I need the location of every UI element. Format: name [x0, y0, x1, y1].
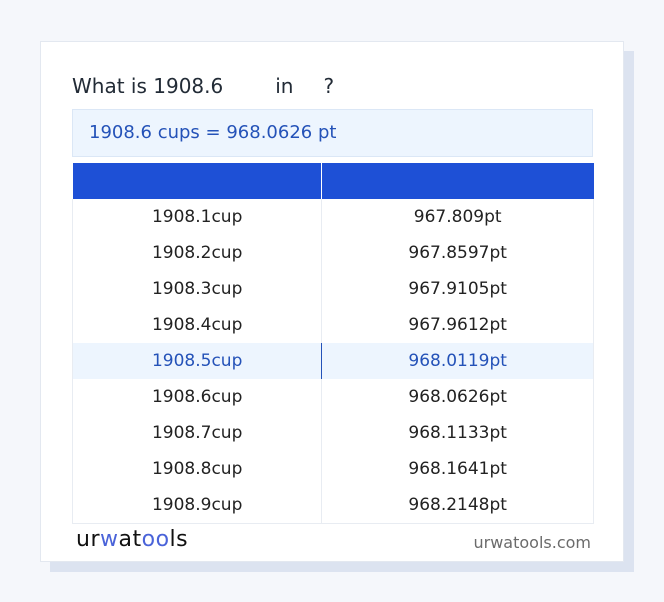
cell-pints: 968.0119pt — [321, 343, 594, 379]
table-row: 1908.3cup 967.9105pt — [71, 271, 594, 307]
table-row: 1908.2cup 967.8597pt — [71, 235, 594, 271]
cell-pints: 967.9105pt — [321, 271, 594, 307]
conversion-result: 1908.6 cups = 968.0626 pt — [72, 109, 593, 157]
table-row: 1908.1cup 967.809pt — [71, 199, 594, 235]
header-from — [72, 163, 323, 199]
table-row: 1908.9cup 968.2148pt — [71, 487, 594, 524]
cell-cups: 1908.8cup — [71, 451, 323, 487]
table-row: 1908.6cup 968.0626pt — [71, 379, 594, 415]
cell-pints: 967.809pt — [321, 199, 594, 235]
cell-pints: 967.8597pt — [321, 235, 594, 271]
cell-cups: 1908.6cup — [71, 379, 323, 415]
table-row: 1908.8cup 968.1641pt — [71, 451, 594, 487]
cell-pints: 968.1133pt — [321, 415, 594, 451]
cell-cups: 1908.4cup — [71, 307, 323, 343]
header-to — [321, 163, 594, 199]
table-header — [72, 163, 594, 199]
cell-cups: 1908.5cup — [71, 343, 323, 379]
table-row: 1908.7cup 968.1133pt — [71, 415, 594, 451]
page-title: What is 1908.6 in? — [72, 74, 334, 98]
table-row: 1908.5cup 968.0119pt — [71, 343, 594, 379]
cell-cups: 1908.1cup — [71, 199, 323, 235]
conversion-table: 1908.1cup 967.809pt 1908.2cup 967.8597pt 190… — [71, 163, 594, 524]
title-prefix: What is 1908.6 — [72, 74, 224, 98]
cell-pints: 968.0626pt — [321, 379, 594, 415]
cell-cups: 1908.7cup — [71, 415, 323, 451]
cell-cups: 1908.9cup — [71, 487, 323, 524]
title-in: in — [275, 74, 294, 98]
conversion-card: What is 1908.6 in? 1908.6 cups = 968.0626… — [40, 41, 624, 562]
urwatools-logo: urwatools — [76, 527, 189, 552]
site-url: urwatools.com — [473, 533, 592, 552]
table-row: 1908.4cup 967.9612pt — [71, 307, 594, 343]
cell-pints: 967.9612pt — [321, 307, 594, 343]
cell-pints: 968.1641pt — [321, 451, 594, 487]
cell-cups: 1908.2cup — [71, 235, 323, 271]
cell-pints: 968.2148pt — [321, 487, 594, 524]
cell-cups: 1908.3cup — [71, 271, 323, 307]
title-suffix: ? — [323, 74, 335, 98]
